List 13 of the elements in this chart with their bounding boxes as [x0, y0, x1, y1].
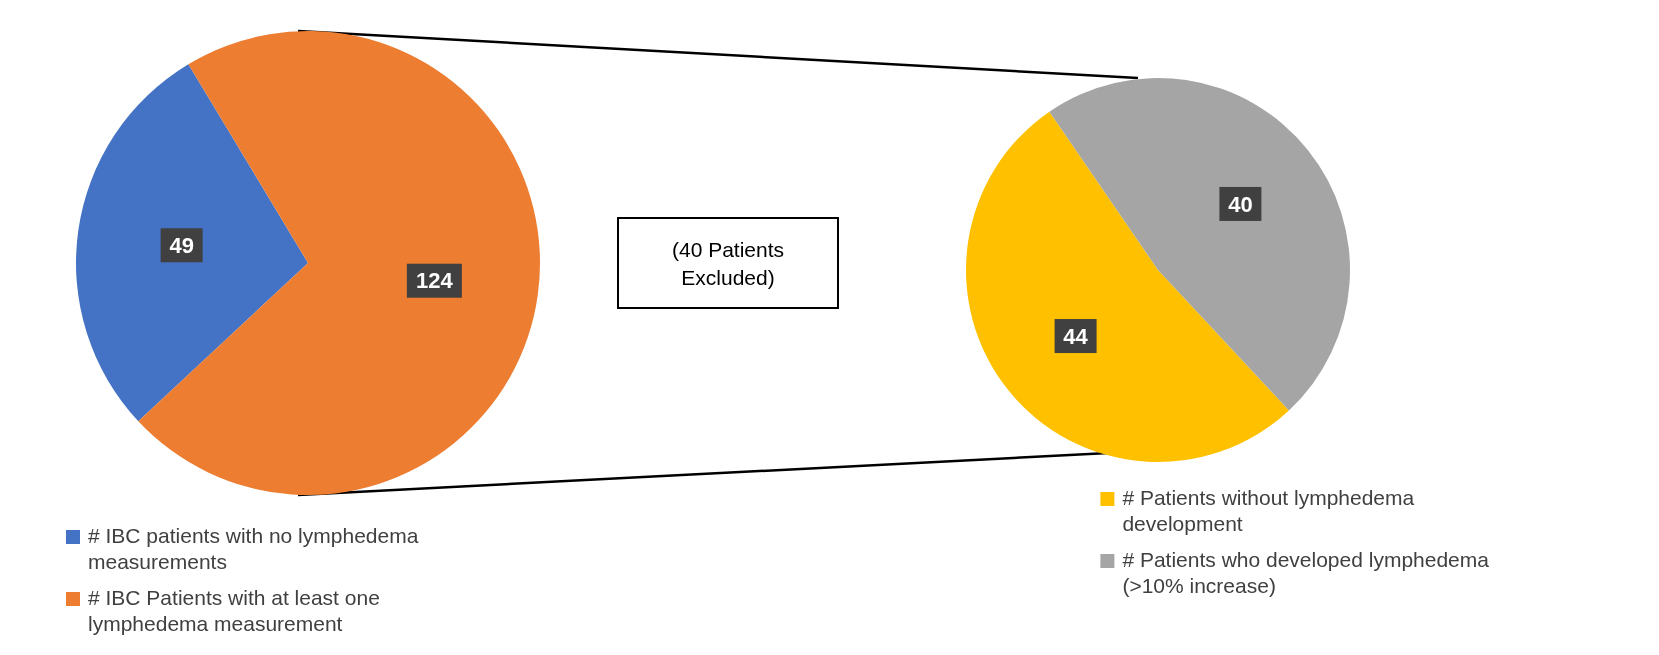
legend-label: # Patients without lymphedema development	[1122, 486, 1415, 535]
pie-slice	[138, 31, 540, 495]
legend-label: # Patients who developed lymphedema (>10% increase)	[1122, 548, 1490, 597]
pie-slice	[966, 111, 1289, 462]
data-label: 40	[1228, 191, 1253, 217]
data-label: 124	[416, 268, 454, 294]
data-label: 49	[169, 232, 194, 258]
legend-label: # IBC patients with no lymphedema measurements	[88, 524, 419, 573]
legend-label: # IBC Patients with at least one lymphedema measurement	[88, 586, 380, 635]
pie-slice	[76, 64, 308, 422]
text: (40 Patients Excluded)	[671, 238, 785, 289]
data-label: 44	[1063, 323, 1089, 349]
pie-slice	[1049, 78, 1350, 411]
